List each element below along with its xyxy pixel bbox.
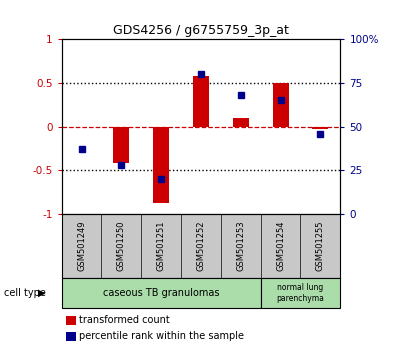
Text: ▶: ▶: [38, 288, 45, 298]
Bar: [62, 278, 261, 308]
Text: GSM501249: GSM501249: [77, 221, 86, 271]
Text: GSM501252: GSM501252: [197, 221, 205, 271]
Bar: [312, 127, 328, 129]
Text: caseous TB granulomas: caseous TB granulomas: [103, 288, 219, 298]
Text: GSM501251: GSM501251: [157, 221, 166, 271]
Text: GDS4256 / g6755759_3p_at: GDS4256 / g6755759_3p_at: [113, 24, 289, 37]
Text: percentile rank within the sample: percentile rank within the sample: [79, 331, 244, 341]
Text: transformed count: transformed count: [79, 315, 170, 325]
Text: GSM501255: GSM501255: [316, 221, 325, 271]
Text: cell type: cell type: [4, 288, 46, 298]
Bar: [153, 127, 169, 203]
Text: normal lung
parenchyma: normal lung parenchyma: [277, 283, 324, 303]
Bar: [261, 278, 340, 308]
Text: GSM501253: GSM501253: [236, 221, 245, 272]
Text: GSM501254: GSM501254: [276, 221, 285, 271]
Bar: [113, 127, 129, 163]
Bar: [273, 83, 289, 127]
Bar: [193, 76, 209, 127]
Bar: [233, 118, 249, 127]
Text: GSM501250: GSM501250: [117, 221, 126, 271]
